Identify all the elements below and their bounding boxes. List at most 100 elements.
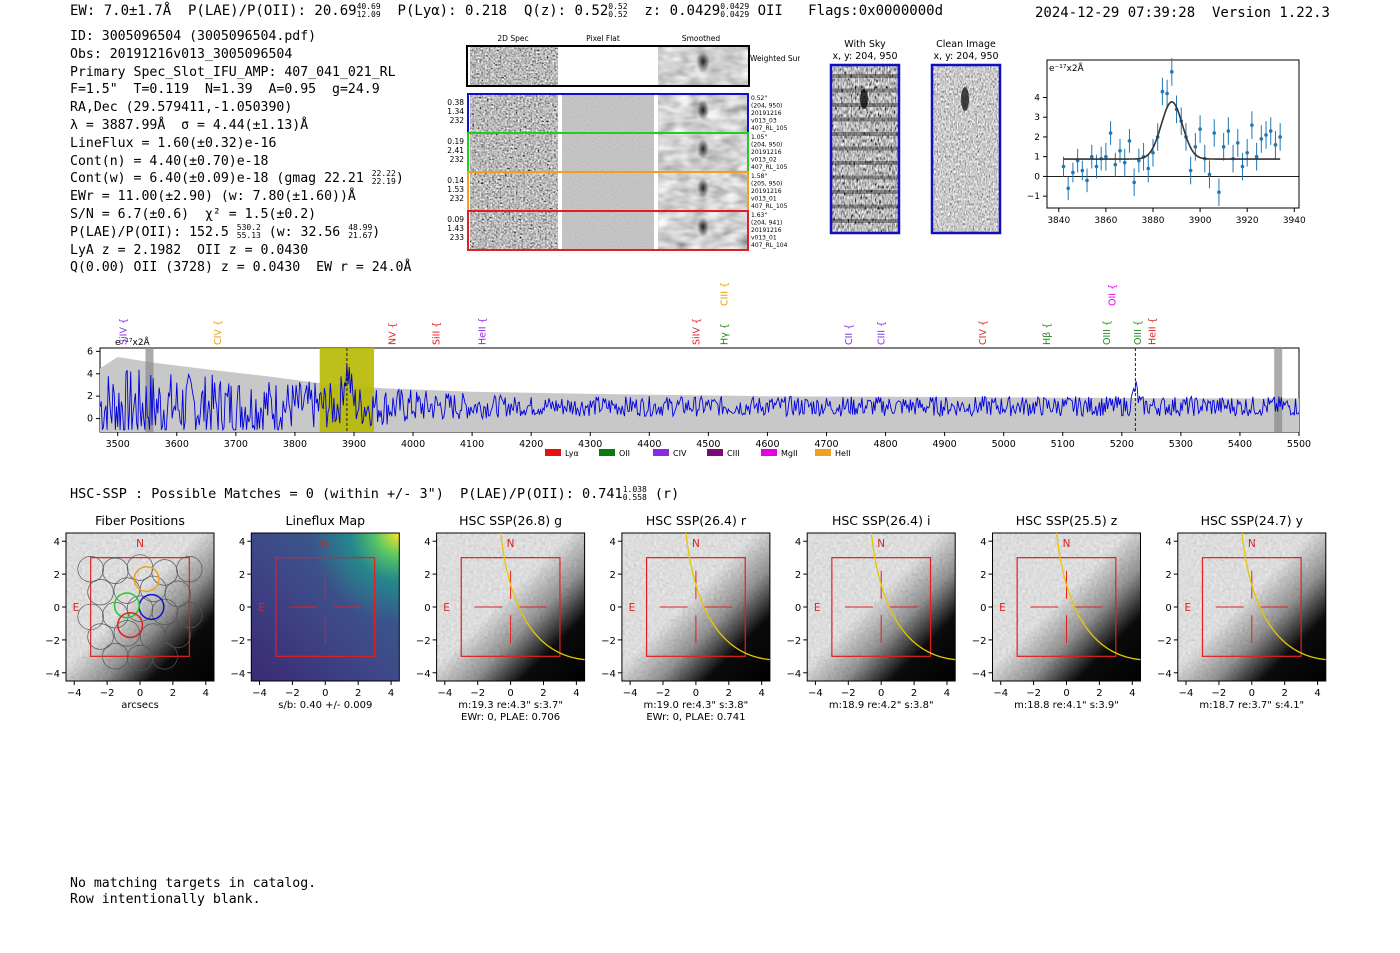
fiber-row-meta: 20191216 [751, 149, 782, 156]
info-lambda: λ = 3887.99Å σ = 4.44(±1.13)Å [70, 117, 309, 133]
hsc-panel-4: HSC SSP(26.4) r N E −4 −2 0 2 4 4 2 0 −2 −4 m:19.0 re… [601, 513, 771, 723]
hsc-x-tick-label: −4 [1179, 688, 1194, 699]
lf-point [1235, 141, 1240, 145]
fiber-circle [151, 559, 178, 586]
spectral-line-label: OIII { [1102, 320, 1113, 345]
clean-frame [930, 63, 1002, 235]
hsc-header-bounds: 1.038 0.558 [622, 485, 647, 502]
hsc-panel-7: HSC SSP(24.7) y N E −4 −2 0 2 4 4 2 0 −2 −4 m:18.7 re… [1157, 513, 1327, 711]
hsc-galaxy-ellipse [1055, 532, 1141, 661]
with-sky-coords: x, y: 204, 950 [832, 51, 897, 62]
fiber-row-stat: 1.43 [447, 224, 464, 233]
footer-notes: No matching targets in catalog. Row inte… [70, 876, 316, 907]
fiber-row-stat: 2.41 [447, 146, 464, 155]
hsc-cutout-shadow [66, 533, 214, 681]
hsc-x-tick-label: 4 [573, 688, 579, 699]
hsc-panel-2: Lineflux Map N E −4 −2 0 2 4 4 2 0 −2 −4 s/b: 0.40 +/… [231, 513, 400, 711]
hsc-x-tick-label: 2 [540, 688, 546, 699]
sky-band [832, 132, 898, 136]
spectral-line-label: CIV { [213, 320, 224, 345]
hsc-cutout-shadow [436, 533, 585, 681]
hsc-search-box [831, 557, 932, 657]
info-id: ID: 3005096504 (3005096504.pdf) [70, 29, 317, 44]
hsc-y-tick-label: −4 [45, 669, 60, 680]
hsc-y-tick-label: 4 [54, 537, 60, 548]
spectral-line-label: Hβ { [1042, 323, 1053, 345]
hsc-y-tick-label: 0 [1165, 603, 1171, 614]
lf-y-tick-label: 2 [1034, 133, 1040, 143]
hsc-x-tick-label: −2 [656, 688, 671, 699]
fiber-row-meta: (205, 950) [751, 181, 782, 188]
sky-cutouts: With Sky x, y: 204, 950 Clean Image x, y… [829, 39, 1002, 235]
lineflux-map-glow [251, 533, 400, 681]
lf-point [1221, 145, 1226, 149]
fiber-row-stat: 233 [450, 233, 465, 242]
header-z: z: 0.0429 [627, 3, 721, 19]
spec-x-tick-label: 4500 [696, 439, 720, 450]
hsc-y-tick-label: 0 [795, 603, 801, 614]
col-title-2dspec: 2D Spec [497, 34, 528, 43]
info-plae: P(LAE)/P(OII): 152.5 [70, 224, 229, 240]
hsc-x-tick-label: 0 [322, 688, 328, 699]
spec-x-tick-label: 4300 [578, 439, 602, 450]
spectral-line-label: SiII { [432, 322, 443, 345]
east-marker: E [73, 602, 80, 614]
clean-title: Clean Image [936, 39, 996, 50]
legend-swatch [761, 449, 777, 456]
fiber-row-stat: 0.09 [447, 215, 464, 224]
hsc-x-tick-label: 4 [1314, 688, 1320, 699]
spec-y-tick-label: 0 [87, 414, 93, 425]
info-params: F=1.5" T=0.119 N=1.39 A=0.95 g=24.9 [70, 82, 380, 98]
hsc-panel-caption: m:18.8 re:4.1" s:3.9" [1014, 700, 1119, 711]
spec-x-tick-label: 4600 [755, 439, 779, 450]
hsc-x-tick-label: −2 [1026, 688, 1041, 699]
spec-x-tick-label: 5300 [1169, 439, 1193, 450]
weighted-label: Weighted Sum [750, 54, 800, 63]
hsc-y-tick-label: −2 [972, 636, 987, 647]
hsc-panel-title: HSC SSP(26.8) g [459, 513, 562, 528]
lf-point [1188, 168, 1193, 173]
spectrum-axes: 3500 3600 3700 3800 3900 4000 4100 4200 4300 4400… [87, 346, 1311, 450]
hsc-panel-title: HSC SSP(26.4) i [832, 513, 930, 528]
fiber-row-meta: 407_RL_105 [751, 203, 788, 210]
hsc-panel-3: HSC SSP(26.8) g N E −4 −2 0 2 4 4 2 0 −2 −4 m:19.3 re… [416, 513, 586, 723]
spec-y-tick-label: 4 [87, 369, 93, 380]
fiber-row-meta: 407_RL_105 [751, 164, 788, 171]
north-marker: N [1248, 538, 1256, 550]
spectrum-flux-line [99, 363, 1300, 432]
detection-info: ID: 3005096504 (3005096504.pdf) Obs: 201… [70, 28, 411, 277]
header-timestamp: 2024-12-29 07:39:28 Version 1.22.3 [1034, 5, 1330, 21]
hsc-panel-caption: m:18.7 re:3.7" s:4.1" [1199, 700, 1304, 711]
hsc-search-box [1201, 557, 1302, 657]
spec-x-tick-label: 3600 [165, 439, 189, 450]
hsc-panel-caption: arcsecs [121, 700, 159, 711]
hsc-x-tick-label: 4 [1129, 688, 1135, 699]
fiber-row-stat: 0.19 [447, 137, 464, 146]
hsc-y-tick-label: −4 [786, 669, 801, 680]
hsc-panel-6: HSC SSP(25.5) z N E −4 −2 0 2 4 4 2 0 −2 −4 m:18.8 re… [972, 513, 1141, 711]
info-radec: RA,Dec (29.579411,-1.050390) [70, 100, 293, 116]
lf-x-tick-label: 3900 [1189, 216, 1212, 226]
fiber-row-pixelflat [562, 134, 654, 171]
hsc-x-tick-label: −4 [623, 688, 638, 699]
spec-x-tick-label: 4700 [814, 439, 838, 450]
lf-point [1127, 139, 1132, 143]
fiber-circle [164, 621, 191, 649]
spec-x-tick-label: 5100 [1051, 439, 1075, 450]
hsc-panel-group: Fiber Positions N E −4 −2 0 2 4 4 2 0 −2 −4 arcsecs Li… [45, 513, 1327, 723]
hsc-y-tick-label: 2 [239, 570, 245, 581]
fiber-row-meta: 20191216 [751, 188, 782, 195]
spec-x-tick-label: 5200 [1110, 439, 1134, 450]
fiber-row-stat: 1.34 [447, 107, 464, 116]
hsc-x-tick-label: 2 [355, 688, 361, 699]
fiber-row-meta: 20191216 [751, 227, 782, 234]
hsc-x-tick-label: 4 [758, 688, 764, 699]
lf-point [1137, 158, 1141, 163]
hsc-x-tick-label: 2 [170, 688, 176, 699]
lf-point [1066, 186, 1070, 191]
info-q: Q(0.00) OII (3728) z = 0.0430 EW r = 24.… [70, 260, 412, 276]
spectral-line-label: OIII { [1133, 320, 1144, 345]
legend-label: Lyα [565, 449, 579, 458]
hsc-x-tick-label: −2 [470, 688, 485, 699]
